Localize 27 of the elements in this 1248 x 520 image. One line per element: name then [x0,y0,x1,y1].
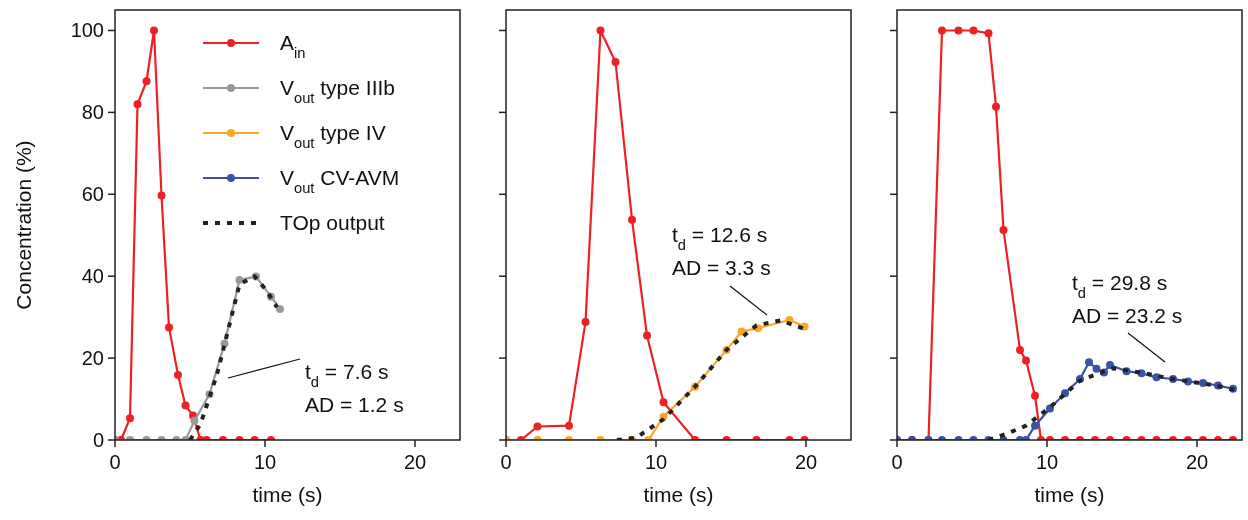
x-tick-label: 0 [891,451,903,473]
legend-label: TOp output [280,211,385,234]
x-tick-label: 10 [253,451,277,473]
y-tick-label: 80 [81,101,104,124]
x-tick-label: 0 [500,451,512,473]
y-axis-title: Concentration (%) [12,140,35,310]
x-tick-label: 20 [403,451,427,473]
y-tick-label: 40 [81,265,104,288]
annotation: t$_{d}$ = 12.6 s AD = 3.3 s [672,223,771,279]
y-tick-label: 100 [70,19,104,42]
x-tick-label: 20 [1185,451,1209,473]
x-tick-label: 0 [109,451,121,473]
x-axis-title: time (s) [643,483,714,506]
legend-label: V$_{out}$ type IV [280,121,386,151]
y-tick-label: 20 [81,347,104,370]
annotation: t$_{d}$ = 7.6 s AD = 1.2 s [305,360,404,416]
x-tick-label: 20 [794,451,818,473]
legend-label: A$_{in}$ [280,31,306,61]
x-axis-title: time (s) [252,483,323,506]
annotation: t$_{d}$ = 29.8 s AD = 23.2 s [1072,271,1183,327]
legend-label: V$_{out}$ CV-AVM [280,166,400,196]
x-axis-title: time (s) [1034,483,1105,506]
x-tick-label: 10 [1035,451,1059,473]
y-tick-label: 60 [81,183,104,206]
legend-label: V$_{out}$ type IIIb [280,76,395,106]
x-tick-label: 10 [644,451,668,473]
y-tick-label: 0 [92,429,104,451]
